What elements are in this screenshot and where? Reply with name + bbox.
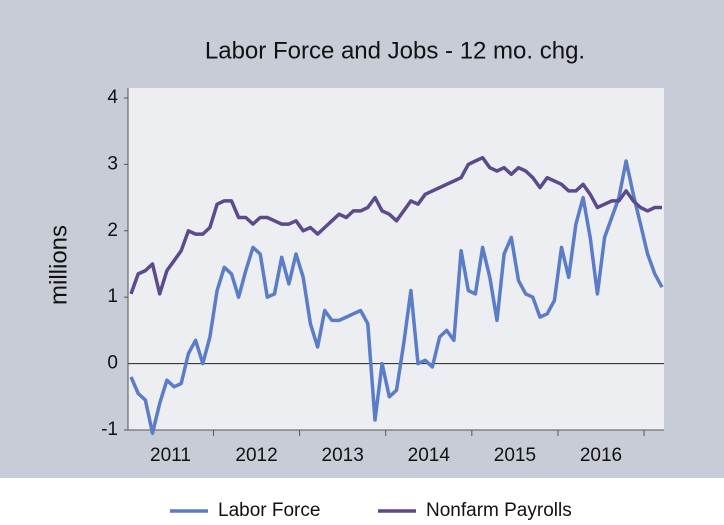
legend-label: Nonfarm Payrolls	[426, 500, 572, 521]
y-axis-label: millions	[45, 225, 72, 305]
y-tick-label: 3	[107, 153, 118, 174]
y-tick-label: -1	[101, 419, 118, 440]
chart-title: Labor Force and Jobs - 12 mo. chg.	[205, 37, 585, 64]
legend-label: Labor Force	[218, 500, 320, 521]
y-tick-label: 1	[107, 286, 118, 307]
x-tick-label: 2012	[235, 445, 277, 466]
x-tick-label: 2011	[150, 445, 191, 466]
y-tick-label: 2	[107, 220, 118, 241]
x-tick-label: 2013	[322, 445, 364, 466]
x-tick-label: 2016	[580, 445, 622, 466]
x-tick-label: 2015	[494, 445, 536, 466]
x-tick-label: 2014	[408, 445, 451, 466]
plot-area	[128, 88, 664, 430]
legend-background	[0, 478, 724, 525]
series-line	[129, 159, 664, 436]
series-line	[129, 155, 662, 296]
y-tick-label: 4	[107, 87, 118, 108]
y-tick-label: 0	[107, 353, 118, 374]
